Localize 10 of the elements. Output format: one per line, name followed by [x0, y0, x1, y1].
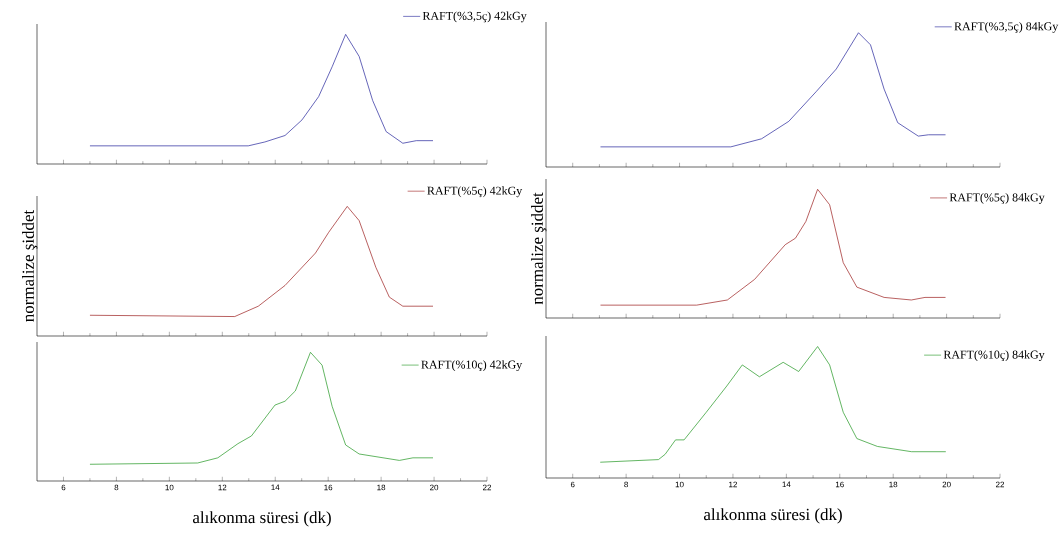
legend-label: RAFT(%3,5ç) 84kGy	[954, 21, 1059, 33]
x-axis-title: alıkonma süresi (dk)	[703, 508, 842, 524]
y-axis-title: normalize şiddet	[22, 209, 38, 322]
x-axis-title: alıkonma süresi (dk)	[192, 511, 331, 527]
legend-label: RAFT(%5ç) 42kGy	[427, 186, 523, 198]
legend-label: RAFT(%10ç) 42kGy	[421, 360, 523, 372]
legend-label: RAFT(%3,5ç) 42kGy	[422, 11, 527, 23]
legend-label: RAFT(%10ç) 84kGy	[943, 350, 1045, 362]
legend-label: RAFT(%5ç) 84kGy	[949, 193, 1045, 204]
y-axis-title: normalize şiddet	[531, 192, 547, 305]
